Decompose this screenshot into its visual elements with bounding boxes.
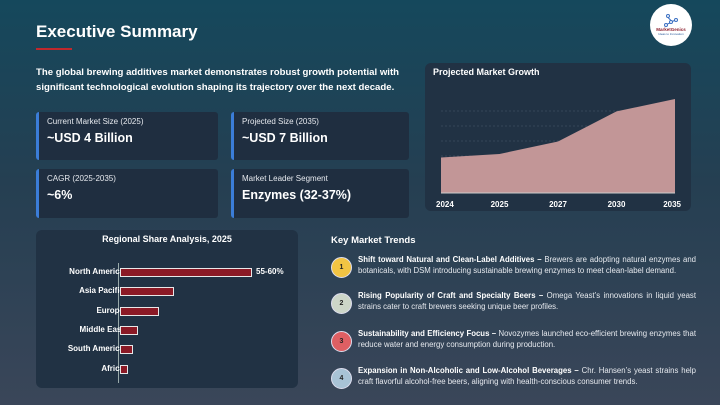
bar-label: North America bbox=[69, 267, 124, 276]
trend-item: 3 Sustainability and Efficiency Focus – … bbox=[331, 328, 696, 352]
intro-text: The global brewing additives market demo… bbox=[36, 67, 400, 93]
trend-item: 2 Rising Popularity of Craft and Special… bbox=[331, 290, 696, 314]
trend-heading: Shift toward Natural and Clean-Label Add… bbox=[358, 255, 542, 264]
title-underline bbox=[36, 48, 72, 50]
x-tick-label: 2035 bbox=[663, 200, 681, 209]
trend-text: Rising Popularity of Craft and Specialty… bbox=[358, 290, 696, 312]
kpi-label: Current Market Size (2025) bbox=[47, 117, 144, 126]
page-title: Executive Summary bbox=[36, 22, 198, 41]
kpi-label: Market Leader Segment bbox=[242, 174, 328, 183]
kpi-card-current-size: Current Market Size (2025) ~USD 4 Billio… bbox=[36, 112, 218, 160]
x-tick-label: 2025 bbox=[491, 200, 509, 209]
network-icon bbox=[664, 14, 678, 27]
regional-share-chart: Regional Share Analysis, 2025 North Amer… bbox=[36, 230, 298, 388]
kpi-value: Enzymes (32-37%) bbox=[242, 188, 352, 202]
x-tick-label: 2027 bbox=[549, 200, 567, 209]
trends-title: Key Market Trends bbox=[331, 235, 416, 246]
logo-tagline: Ideas to Innovation bbox=[658, 32, 684, 36]
trend-number-badge: 2 bbox=[331, 293, 352, 314]
bar-label: Middle East bbox=[79, 324, 124, 334]
projected-growth-chart: Projected Market Growth 2024 2025 2027 2030… bbox=[425, 63, 691, 211]
bar bbox=[120, 268, 252, 277]
trend-heading: Rising Popularity of Craft and Specialty… bbox=[358, 291, 544, 300]
data-label: 55-60% bbox=[256, 267, 284, 276]
trend-item: 1 Shift toward Natural and Clean-Label A… bbox=[331, 254, 696, 278]
y-axis bbox=[118, 263, 119, 383]
area-series bbox=[441, 98, 675, 193]
trend-text: Shift toward Natural and Clean-Label Add… bbox=[358, 254, 696, 276]
x-tick-label: 2024 bbox=[436, 200, 454, 209]
kpi-card-projected-size: Projected Size (2035) ~USD 7 Billion bbox=[231, 112, 409, 160]
kpi-value: ~6% bbox=[47, 188, 73, 202]
trend-description: Novozymes launched eco-efficient brewing… bbox=[358, 329, 696, 349]
bar bbox=[120, 345, 134, 355]
kpi-label: Projected Size (2035) bbox=[242, 117, 319, 126]
trend-heading: Sustainability and Efficiency Focus – bbox=[358, 329, 497, 338]
trend-description: Brewers are adopting natural enzymes and… bbox=[358, 255, 697, 275]
trend-number-badge: 1 bbox=[331, 257, 352, 278]
company-logo: MarketGenics Ideas to Innovation bbox=[650, 4, 692, 46]
bar bbox=[120, 325, 139, 335]
kpi-card-leader-segment: Market Leader Segment Enzymes (32-37%) bbox=[231, 169, 409, 218]
bar-label: Europe bbox=[96, 305, 124, 315]
trend-text: Expansion in Non-Alcoholic and Low-Alcoh… bbox=[358, 365, 696, 387]
logo-text: MarketGenics bbox=[656, 27, 686, 32]
kpi-card-cagr: CAGR (2025-2035) ~6% bbox=[36, 169, 218, 218]
area-chart-svg: 2024 2025 2027 2030 2035 bbox=[436, 98, 682, 209]
kpi-label: CAGR (2025-2035) bbox=[47, 174, 116, 183]
kpi-value: ~USD 7 Billion bbox=[242, 131, 328, 145]
bar-label: South America bbox=[67, 344, 124, 354]
bar-label: Africa bbox=[101, 363, 124, 373]
chart-title: Regional Share Analysis, 2025 bbox=[102, 234, 232, 244]
trend-item: 4 Expansion in Non-Alcoholic and Low-Alc… bbox=[331, 365, 696, 389]
bar bbox=[120, 287, 174, 297]
trend-heading: Expansion in Non-Alcoholic and Low-Alcoh… bbox=[358, 366, 579, 375]
trend-number-badge: 3 bbox=[331, 331, 352, 352]
x-tick-label: 2030 bbox=[608, 200, 626, 209]
bar bbox=[120, 306, 160, 316]
trend-number-badge: 4 bbox=[331, 368, 352, 389]
chart-title: Projected Market Growth bbox=[433, 67, 540, 77]
trend-text: Sustainability and Efficiency Focus – No… bbox=[358, 328, 696, 350]
bar-label: Asia Pacific bbox=[79, 286, 124, 296]
kpi-value: ~USD 4 Billion bbox=[47, 131, 133, 145]
trend-description: Chr. Hansen’s yeast strains help craft f… bbox=[358, 366, 696, 386]
bar bbox=[120, 364, 129, 374]
trend-description: Omega Yeast’s innovations in liquid yeas… bbox=[358, 291, 696, 311]
